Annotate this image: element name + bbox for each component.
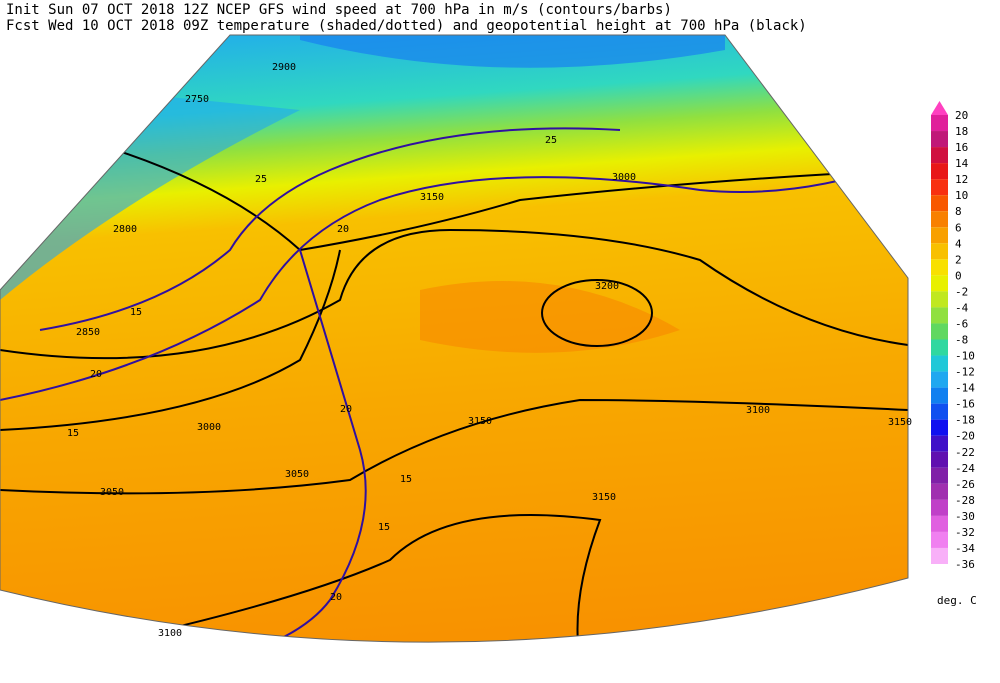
height-label: 3100 [746, 405, 770, 416]
height-label: 2750 [185, 94, 209, 105]
height-label: 3100 [158, 628, 182, 639]
legend-swatch [931, 403, 948, 420]
legend-label: -8 [955, 334, 968, 347]
legend-swatch [931, 339, 948, 356]
color-legend: 20181614121086420-2-4-6-8-10-12-14-16-18… [931, 101, 975, 571]
legend-label: -2 [955, 285, 968, 298]
legend-swatch [931, 419, 948, 436]
legend-label: -30 [955, 510, 975, 523]
legend-label: -32 [955, 526, 975, 539]
legend-swatch [931, 387, 948, 404]
legend-swatch [931, 451, 948, 468]
legend-label: -22 [955, 446, 975, 459]
legend-unit: deg. C [937, 594, 977, 607]
height-label: 3050 [285, 469, 309, 480]
header-line: Fcst Wed 10 OCT 2018 09Z temperature (sh… [6, 18, 807, 34]
wind-label: 20 [340, 404, 352, 415]
legend-label: 20 [955, 109, 968, 122]
legend-label: -4 [955, 301, 969, 314]
wind-label: 15 [400, 474, 412, 485]
legend-label: 10 [955, 189, 968, 202]
legend-swatch [931, 371, 948, 388]
legend-label: 8 [955, 205, 962, 218]
legend-swatch [931, 435, 948, 452]
height-label: 3000 [197, 422, 221, 433]
legend-swatch [931, 115, 948, 132]
legend-swatch [931, 195, 948, 212]
legend-label: -20 [955, 430, 975, 443]
height-label: 3050 [100, 487, 124, 498]
legend-label: -16 [955, 398, 975, 411]
legend-label: -12 [955, 366, 975, 379]
legend-swatch [931, 531, 948, 548]
wind-contours [0, 127, 908, 643]
legend-label: -36 [955, 558, 975, 571]
legend-swatch [931, 467, 948, 484]
height-label: 3000 [612, 172, 636, 183]
legend-swatch [931, 259, 948, 276]
legend-label: -24 [955, 462, 975, 475]
legend-label: -18 [955, 414, 975, 427]
legend-label: 2 [955, 253, 962, 266]
contour-labels: 2750 2800 2850 2900 3000 3050 3100 3150 3200 3150… [67, 62, 912, 639]
legend-swatch [931, 323, 948, 340]
header-line: Init Sun 07 OCT 2018 12Z NCEP GFS wind s… [6, 2, 672, 18]
legend-swatch [931, 243, 948, 260]
height-label: 2900 [272, 62, 296, 73]
legend-swatch [931, 179, 948, 196]
wind-label: 25 [545, 135, 557, 146]
height-label: 3200 [595, 281, 619, 292]
legend-label: -28 [955, 494, 975, 507]
map-area [0, 35, 908, 643]
height-label: 3150 [468, 416, 492, 427]
height-label: 3150 [420, 192, 444, 203]
legend-label: -26 [955, 478, 975, 491]
height-label: 2850 [76, 327, 100, 338]
wind-label: 20 [90, 369, 102, 380]
legend-label: 12 [955, 173, 968, 186]
legend-swatch [931, 131, 948, 148]
legend-label: 14 [955, 157, 969, 170]
wind-label: 15 [130, 307, 142, 318]
legend-swatch [931, 483, 948, 500]
wind-label: 20 [330, 592, 342, 603]
legend-label: 18 [955, 125, 968, 138]
legend-label: -14 [955, 382, 975, 395]
legend-swatch [931, 227, 948, 244]
map-border [0, 34, 909, 643]
height-label: 2800 [113, 224, 137, 235]
legend-label: -34 [955, 542, 975, 555]
legend-swatch [931, 163, 948, 180]
height-contours [0, 119, 908, 643]
legend-label: -10 [955, 350, 975, 363]
wind-label: 15 [378, 522, 390, 533]
legend-swatch [931, 547, 948, 564]
legend-swatch [931, 307, 948, 324]
legend-swatch [931, 275, 948, 292]
legend-label: 16 [955, 141, 968, 154]
legend-arrow [931, 101, 948, 115]
legend-swatch [931, 499, 948, 516]
legend-label: 0 [955, 269, 962, 282]
legend-swatch [931, 147, 948, 164]
wind-label: 20 [337, 224, 349, 235]
cold-region [300, 35, 725, 68]
height-label: 3150 [888, 417, 912, 428]
height-label: 3150 [592, 492, 616, 503]
legend-swatch [931, 355, 948, 372]
legend-label: 6 [955, 221, 962, 234]
legend-label: -6 [955, 317, 968, 330]
legend-swatch [931, 515, 948, 532]
legend-swatch [931, 291, 948, 308]
legend-swatch [931, 211, 948, 228]
legend-label: 4 [955, 237, 962, 250]
wind-label: 15 [67, 428, 79, 439]
warm-region [420, 281, 680, 353]
wind-label: 25 [255, 174, 267, 185]
